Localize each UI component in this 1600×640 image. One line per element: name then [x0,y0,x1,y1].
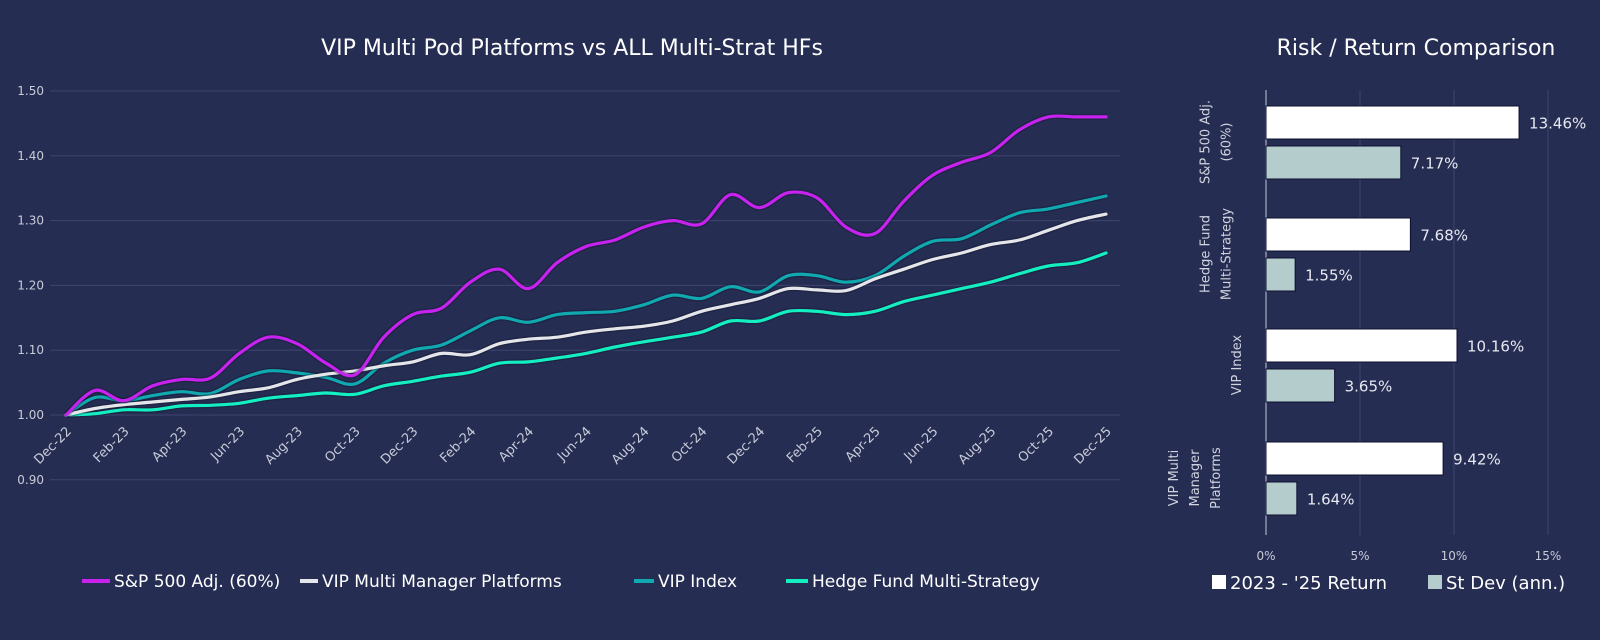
x-tick-label: 10% [1441,549,1468,563]
x-tick-label: 5% [1350,549,1369,563]
bar-chart: Risk / Return Comparison 0% 5% 10% 15% 13.4… [1167,36,1586,594]
legend-item: St Dev (ann.) [1428,573,1565,594]
legend-item: S&P 500 Adj. (60%) [82,572,280,592]
line-chart-title: VIP Multi Pod Platforms vs ALL Multi-Str… [321,36,823,61]
category-label-line: VIP Index [1230,334,1245,395]
x-tick-label: Feb-24 [437,424,479,466]
legend-item: VIP Multi Manager Platforms [300,572,562,592]
bar [1265,217,1411,252]
bar [1265,328,1458,363]
x-tick-label: Oct-23 [322,424,364,466]
category-label: Hedge Fund Multi-Strategy [1199,208,1235,300]
series-line-shadow [64,193,1107,418]
x-tick-label: 0% [1256,549,1275,563]
series-line [64,114,1108,417]
y-tick-label: 1.00 [17,408,44,422]
bar-value-label: 1.64% [1307,491,1355,509]
category-label-line: Hedge Fund [1199,215,1214,293]
legend-label: St Dev (ann.) [1446,573,1565,594]
legend-item: 2023 - '25 Return [1212,573,1387,594]
x-tick-label: Oct-25 [1016,424,1058,466]
legend-label: VIP Multi Manager Platforms [322,572,562,592]
bar [1265,481,1298,516]
bar [1265,145,1402,180]
legend-label: S&P 500 Adj. (60%) [114,572,280,592]
x-tick-label: 15% [1535,549,1562,563]
category-label-line: VIP Multi [1167,450,1182,506]
x-tick-label: Dec-22 [31,424,74,467]
category-label-line: S&P 500 Adj. [1199,100,1214,184]
category-label-line: Manager [1188,449,1203,507]
line-chart: VIP Multi Pod Platforms vs ALL Multi-Str… [17,36,1120,592]
x-tick-label: Aug-23 [262,424,306,468]
bar-value-label: 13.46% [1529,115,1586,133]
x-tick-label: Feb-25 [784,424,826,466]
bar [1265,257,1296,292]
x-tick-label: Dec-24 [725,424,768,467]
legend-label: 2023 - '25 Return [1230,573,1387,594]
legend-item: VIP Index [634,572,737,592]
legend-label: VIP Index [658,572,737,592]
y-tick-label: 1.20 [17,278,44,292]
legend-swatch [1428,575,1442,589]
bar [1265,105,1520,140]
x-tick-label: Dec-25 [1071,424,1114,467]
category-label-line: (60%) [1220,122,1235,161]
legend-label: Hedge Fund Multi-Strategy [812,572,1040,592]
x-tick-label: Aug-24 [609,424,653,468]
bar-value-label: 7.17% [1411,155,1459,173]
x-tick-label: Apr-23 [149,424,190,465]
x-tick-label: Dec-23 [378,424,421,467]
bar-chart-title: Risk / Return Comparison [1277,36,1556,61]
bar-value-label: 9.42% [1453,451,1501,469]
x-tick-label: Aug-25 [956,424,1000,468]
bar-value-label: 3.65% [1345,378,1393,396]
x-tick-label: Jun-25 [901,424,942,465]
series-line [64,194,1108,417]
y-tick-label: 1.50 [17,84,44,98]
bar [1265,441,1444,476]
bar-chart-legend: 2023 - '25 Return St Dev (ann.) [1212,573,1565,594]
category-label: S&P 500 Adj. (60%) [1199,100,1235,184]
category-label-line: Platforms [1209,447,1224,509]
series-line [64,212,1108,417]
bar-value-label: 1.55% [1305,267,1353,285]
series-line [64,251,1108,417]
x-tick-label: Oct-24 [669,424,711,466]
bar-value-label: 7.68% [1420,227,1468,245]
legend-item: Hedge Fund Multi-Strategy [786,572,1040,592]
category-label: VIP Index [1230,334,1245,395]
category-label: VIP Multi Manager Platforms [1167,447,1224,509]
x-tick-label: Apr-24 [496,424,537,465]
x-tick-label: Apr-25 [843,424,884,465]
bar-value-label: 10.16% [1467,338,1524,356]
y-tick-label: 0.90 [17,473,44,487]
y-tick-label: 1.40 [17,149,44,163]
y-tick-label: 1.10 [17,343,44,357]
x-tick-label: Jun-23 [207,424,248,465]
bar [1265,368,1336,403]
line-chart-legend: S&P 500 Adj. (60%) VIP Multi Manager Plat… [82,572,1040,592]
legend-swatch [1212,575,1226,589]
x-tick-label: Jun-24 [554,424,595,465]
category-label-line: Multi-Strategy [1220,208,1235,300]
x-tick-label: Feb-23 [91,424,133,466]
y-tick-label: 1.30 [17,214,44,228]
